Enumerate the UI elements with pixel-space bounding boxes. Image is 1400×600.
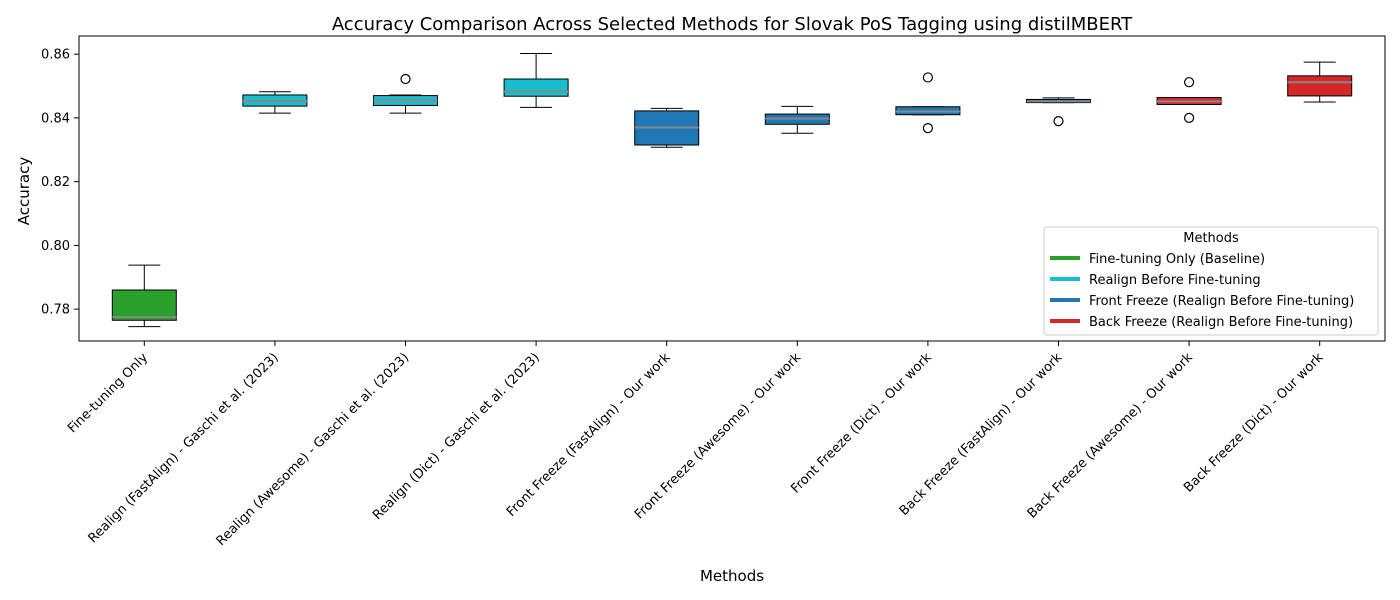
legend-label: Fine-tuning Only (Baseline) (1089, 252, 1265, 267)
outlier-point (1053, 115, 1064, 127)
y-tick-label: 0.80 (41, 239, 70, 254)
y-tick-label: 0.86 (41, 48, 70, 63)
outlier-point (1183, 77, 1195, 88)
chart-title: Accuracy Comparison Across Selected Meth… (332, 14, 1133, 35)
box (1287, 75, 1353, 97)
x-tick-label: Fine-tuning Only (65, 350, 151, 436)
x-tick-label: Back Freeze (Dict) - Our work (1181, 350, 1327, 496)
box (111, 289, 177, 321)
outlier-point (922, 72, 934, 83)
y-tick-label: 0.84 (41, 111, 70, 126)
legend-label: Realign Before Fine-tuning (1089, 273, 1261, 288)
outlier-point (922, 123, 934, 134)
outlier-point (400, 73, 411, 85)
y-tick-label: 0.78 (41, 303, 70, 318)
y-tick-label: 0.82 (41, 175, 70, 190)
box (503, 78, 569, 97)
x-tick-label: Back Freeze (FastAlign) - Our work (897, 350, 1066, 519)
x-tick-label: Front Freeze (Dict) - Our work (788, 350, 935, 497)
y-axis-label: Accuracy (15, 157, 33, 226)
legend: Methods Fine-tuning Only (Baseline) Real… (1043, 226, 1379, 336)
legend-label: Front Freeze (Realign Before Fine-tuning… (1089, 294, 1354, 309)
legend-title: Methods (1183, 231, 1239, 246)
outlier-point (1183, 112, 1195, 124)
x-axis-label: Methods (700, 567, 764, 585)
plot-frame (78, 35, 1386, 342)
legend-label: Back Freeze (Realign Before Fine-tuning) (1089, 315, 1353, 330)
legend-frame (1043, 226, 1379, 336)
